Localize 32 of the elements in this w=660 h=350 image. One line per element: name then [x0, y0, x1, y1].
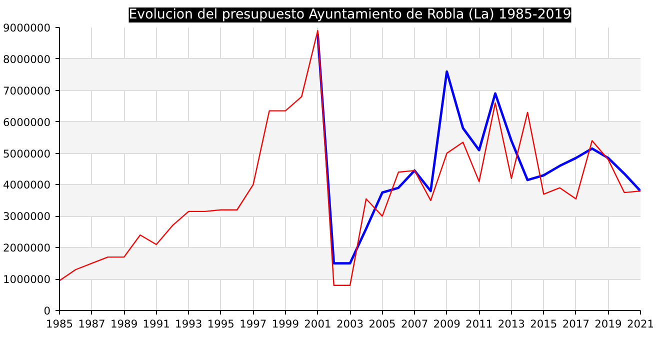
y-tick-label: 2000000 [3, 242, 51, 255]
y-tick-label: 9000000 [3, 22, 51, 34]
x-tick-label: 2009 [433, 318, 461, 330]
x-tick-label: 2019 [594, 318, 622, 330]
x-tick-label: 1991 [142, 318, 170, 330]
x-tick-label: 2015 [530, 318, 558, 330]
x-tick-label: 1985 [46, 318, 74, 330]
x-tick-label: 2001 [304, 318, 332, 330]
y-tick-label: 4000000 [3, 178, 51, 192]
x-tick-label: 1997 [240, 318, 267, 330]
y-tick-label: 7000000 [3, 84, 51, 98]
x-tick-label: 2007 [400, 318, 428, 330]
y-tick-label: 5000000 [3, 147, 51, 160]
x-tick-label: 1999 [272, 318, 300, 330]
chart-title: Evolucion del presupuesto Ayuntamiento de Robla (La) 1985-2019 [128, 8, 572, 22]
x-tick-label: 1993 [175, 318, 202, 330]
x-tick-label: 1987 [78, 318, 106, 330]
x-tick-label: 1989 [110, 318, 138, 330]
y-tick-label: 0 [44, 304, 51, 318]
x-tick-label: 1995 [207, 318, 234, 330]
y-tick-label: 1000000 [3, 273, 51, 286]
x-tick-label: 2017 [562, 318, 590, 330]
y-tick-label: 6000000 [3, 116, 51, 129]
line-series [60, 30, 640, 286]
y-tick-label: 8000000 [3, 52, 51, 66]
x-tick-label: 2003 [336, 318, 364, 330]
x-tick-label: 2021 [626, 318, 654, 330]
x-tick-label: 2013 [498, 318, 525, 330]
x-tick-label: 2005 [368, 318, 396, 330]
line-series [316, 32, 640, 265]
y-tick-label: 3000000 [3, 210, 51, 224]
x-tick-label: 2011 [466, 318, 493, 330]
